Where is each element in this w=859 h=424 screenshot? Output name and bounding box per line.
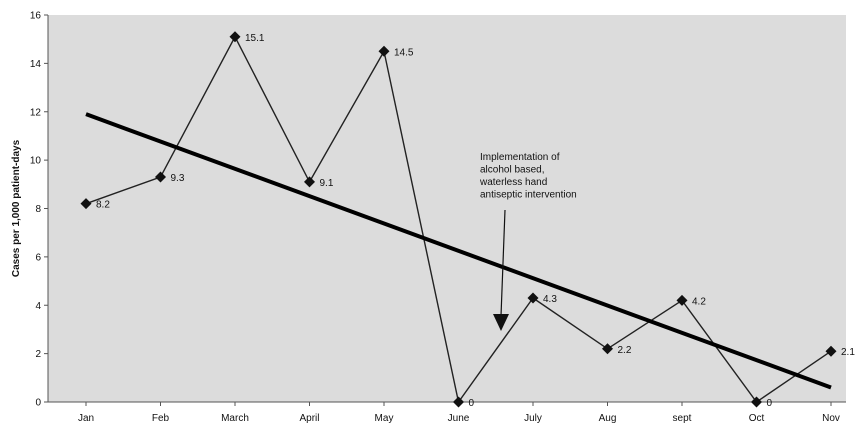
annotation-text: Implementation of alcohol based, waterless… <box>479 152 577 201</box>
x-tick-label: Aug <box>599 413 617 424</box>
data-marker <box>453 396 464 408</box>
y-tick-label: 14 <box>30 59 42 70</box>
annotation-line: alcohol based, <box>480 165 545 176</box>
x-tick-label: July <box>524 413 542 424</box>
data-label: 9.3 <box>171 173 185 184</box>
data-label: 0 <box>767 398 773 409</box>
y-tick-label: 16 <box>30 11 42 22</box>
data-label: 8.2 <box>96 200 110 211</box>
data-marker <box>751 396 762 408</box>
y-tick-label: 0 <box>35 398 41 409</box>
y-tick-label: 4 <box>35 301 41 312</box>
data-marker <box>527 292 539 304</box>
data-marker <box>229 31 241 43</box>
data-label: 2.1 <box>841 347 855 358</box>
annotation: Implementation of alcohol based, waterless… <box>479 152 577 331</box>
x-tick-label: April <box>299 413 319 424</box>
data-markers <box>80 31 837 408</box>
annotation-line: waterless hand <box>479 177 547 188</box>
data-marker <box>825 345 837 357</box>
plot-area <box>48 15 846 402</box>
data-label: 4.3 <box>543 294 557 305</box>
x-tick-label: Nov <box>822 413 840 424</box>
x-tick-label: May <box>375 413 394 424</box>
trend-line <box>85 112 832 390</box>
annotation-line: antiseptic intervention <box>480 190 577 201</box>
x-tick-label: June <box>448 413 470 424</box>
y-tick-label: 6 <box>35 252 41 263</box>
y-axis: 0 2 4 6 8 10 12 14 16 <box>30 11 49 409</box>
data-marker <box>676 294 688 306</box>
x-tick-label: March <box>221 413 249 424</box>
y-tick-label: 12 <box>30 107 42 118</box>
data-label: 2.2 <box>618 345 632 356</box>
data-label: 9.1 <box>320 178 334 189</box>
data-labels: 8.2 9.3 15.1 9.1 14.5 0 4.3 2.2 4.2 0 2.1 <box>96 33 855 409</box>
data-marker <box>80 198 92 210</box>
annotation-arrow-shaft <box>500 209 506 317</box>
x-tick-label: Feb <box>152 413 170 424</box>
y-tick-label: 10 <box>30 156 42 167</box>
data-marker <box>304 176 315 188</box>
x-tick-label: Jan <box>78 413 94 424</box>
data-label: 4.2 <box>692 296 706 307</box>
data-marker <box>155 171 166 183</box>
annotation-line: Implementation of <box>480 152 560 163</box>
x-tick-label: Oct <box>749 413 765 424</box>
annotation-arrow-head <box>493 314 509 331</box>
y-axis-title: Cases per 1,000 patient-days <box>11 139 22 277</box>
y-tick-label: 8 <box>35 204 41 215</box>
x-axis: Jan Feb March April May June July Aug sept Oct Nov <box>48 401 846 424</box>
data-marker <box>602 343 613 355</box>
data-marker <box>378 45 390 57</box>
data-label: 14.5 <box>394 47 414 58</box>
x-tick-label: sept <box>673 413 692 424</box>
data-label: 15.1 <box>245 33 265 44</box>
data-label: 0 <box>469 398 475 409</box>
y-tick-label: 2 <box>35 349 41 360</box>
